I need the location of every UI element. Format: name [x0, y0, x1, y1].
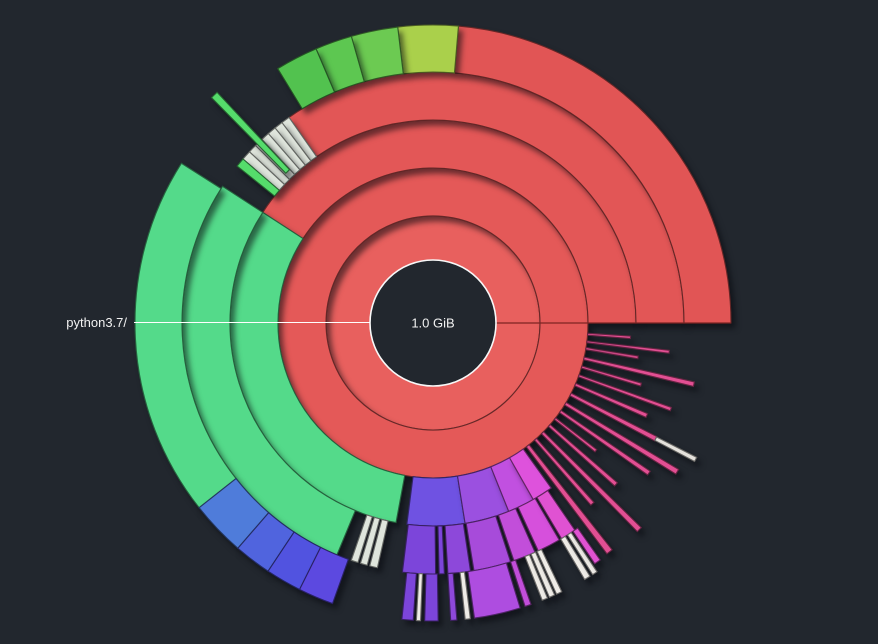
sunburst-segment[interactable] [424, 573, 439, 622]
sunburst-segment[interactable] [536, 548, 563, 595]
sunburst-segment[interactable] [585, 346, 640, 360]
sunburst-segment[interactable] [573, 382, 649, 419]
sunburst-segment[interactable] [447, 572, 458, 622]
sunburst-segment[interactable] [210, 91, 291, 174]
sunburst-segment[interactable] [654, 436, 698, 463]
sunburst-segment[interactable] [530, 551, 556, 599]
sunburst-segment[interactable] [437, 525, 445, 575]
sunburst-segment[interactable] [298, 546, 350, 605]
sunburst-segment[interactable] [524, 554, 549, 601]
sunburst-segment[interactable] [276, 48, 336, 110]
hovered-path-label: python3.7/ [66, 315, 127, 330]
sunburst-segment[interactable] [540, 430, 643, 533]
sunburst-segments [134, 24, 732, 622]
sunburst-segment[interactable] [572, 527, 601, 565]
sunburst-segment[interactable] [577, 374, 673, 412]
sunburst-segment[interactable] [467, 562, 521, 619]
sunburst-segment[interactable] [397, 24, 460, 75]
sunburst-segment[interactable] [560, 535, 591, 581]
sunburst-segment[interactable] [401, 572, 417, 621]
sunburst-segment[interactable] [582, 356, 696, 388]
sunburst-segment[interactable] [533, 437, 595, 506]
center-size-label: 1.0 GiB [411, 316, 454, 331]
sunburst-segment[interactable] [401, 523, 437, 575]
sunburst-segment[interactable] [586, 340, 671, 354]
sunburst-segment[interactable] [359, 516, 381, 566]
sunburst-segment[interactable] [586, 332, 632, 340]
sunburst-segment[interactable] [350, 514, 373, 564]
sunburst-segment[interactable] [553, 417, 598, 453]
sunburst-segment[interactable] [509, 559, 532, 608]
sunburst-segment[interactable] [369, 518, 389, 569]
sunburst-segment[interactable] [406, 475, 466, 527]
sunburst-segment[interactable] [563, 401, 680, 475]
sunburst-segment[interactable] [415, 573, 424, 622]
sunburst-segment[interactable] [580, 365, 643, 387]
sunburst-segment[interactable] [236, 158, 281, 197]
sunburst-segment[interactable] [525, 443, 613, 555]
sunburst-segment[interactable] [459, 571, 471, 620]
sunburst-segment[interactable] [444, 523, 472, 575]
sunburst-segment[interactable] [558, 409, 652, 476]
sunburst-segment[interactable] [566, 531, 598, 576]
sunburst-segment[interactable] [547, 423, 619, 487]
